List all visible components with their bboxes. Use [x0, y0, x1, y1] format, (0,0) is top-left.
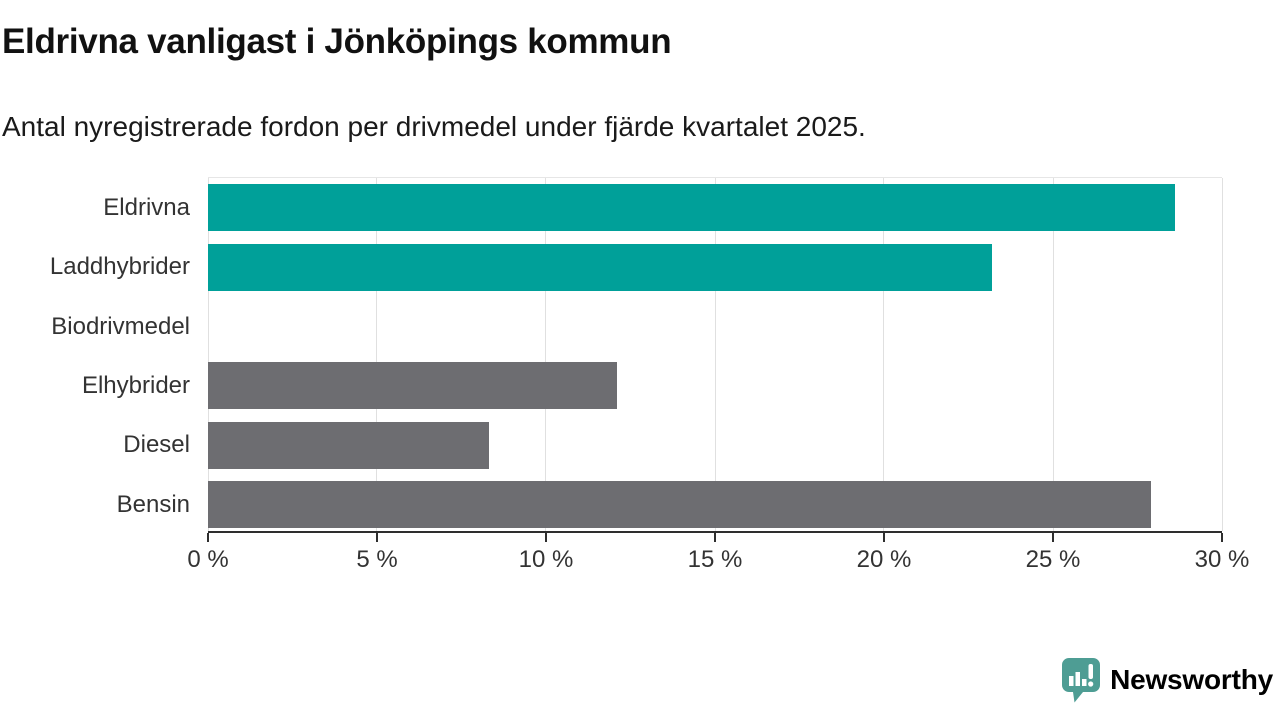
x-axis-tick-label: 25 % [1025, 546, 1081, 573]
page-title: Eldrivna vanligast i Jönköpings kommun [2, 22, 672, 61]
x-gridline [207, 178, 209, 531]
x-axis-tick [714, 533, 716, 542]
x-gridline [714, 178, 716, 531]
x-gridline [545, 178, 547, 531]
x-axis-tick-label: 30 % [1194, 546, 1250, 573]
y-axis-category-label: Bensin [116, 490, 190, 518]
y-axis-category-label: Eldrivna [103, 194, 190, 221]
x-axis-tick-label: 0 % [187, 546, 229, 573]
y-axis-category-label: Laddhybrider [49, 253, 190, 281]
x-axis-tick-label: 15 % [687, 546, 743, 573]
bar-bensin [208, 480, 1152, 528]
y-axis-category-label: Diesel [123, 431, 190, 459]
bar-diesel [208, 421, 489, 469]
y-axis-category-label: Biodrivmedel [51, 312, 190, 340]
x-axis-tick-label: 20 % [856, 546, 912, 573]
x-axis-tick [1221, 533, 1223, 542]
bar-eldrivna [208, 184, 1175, 232]
x-axis-tick-label: 5 % [356, 546, 398, 573]
x-axis-tick-label: 10 % [518, 546, 574, 573]
newsworthy-logo: Newsworthy [1061, 657, 1273, 703]
y-axis-category-label: Elhybrider [81, 372, 190, 399]
bar-elhybrider [208, 362, 617, 410]
x-gridline [1221, 178, 1223, 531]
bar-laddhybrider [208, 243, 993, 291]
x-gridline [883, 178, 885, 531]
x-axis-tick [375, 533, 378, 542]
x-axis-tick [1052, 533, 1054, 542]
plot-area: 0 % 5 % 10 % 15 % 20 % 25 % 30 % Eldrivna Laddhy… [50, 177, 1249, 573]
x-axis-tick [207, 533, 209, 542]
chart-subtitle: Antal nyregistrerade fordon per drivmede… [2, 111, 866, 142]
x-gridline [1052, 178, 1054, 531]
newsworthy-logo-icon [1062, 658, 1101, 703]
x-gridline [376, 178, 378, 531]
newsworthy-logo-text: Newsworthy [1110, 664, 1273, 695]
x-axis-tick [882, 533, 885, 542]
x-axis-tick [544, 533, 547, 542]
